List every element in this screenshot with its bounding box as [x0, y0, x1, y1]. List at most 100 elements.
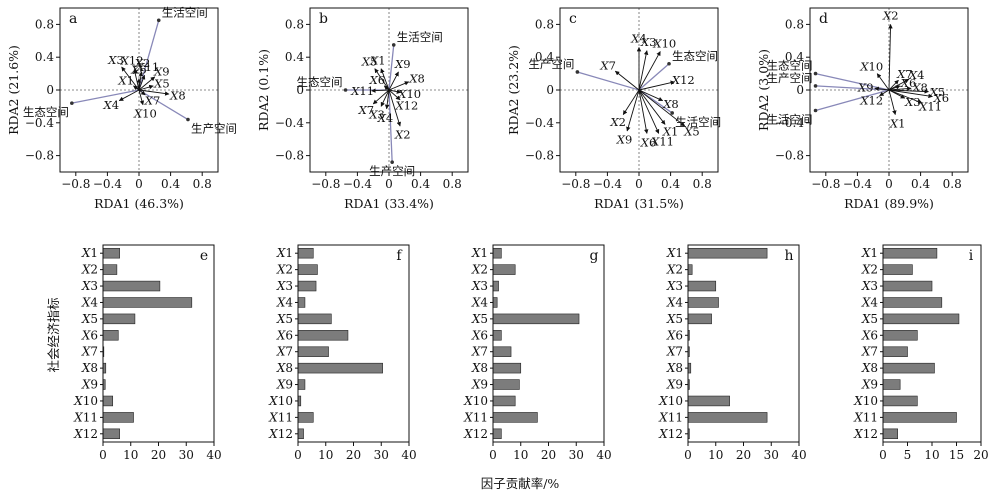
indicator-vector	[132, 69, 140, 91]
category-label: X2	[471, 263, 488, 277]
category-label: X3	[666, 279, 683, 293]
indicator-vector	[888, 89, 897, 116]
bar	[297, 313, 332, 325]
indicator-vector-label: X9	[857, 80, 874, 94]
category-label: X4	[861, 295, 879, 309]
x-tick-label: 0.4	[911, 177, 930, 191]
category-label: X7	[81, 345, 98, 359]
indicator-vector-label: X8	[169, 88, 186, 102]
indicator-vector	[384, 89, 390, 110]
x-tick-label: −0.4	[93, 177, 123, 191]
bar	[687, 247, 768, 259]
space-vector-label: 生活空间	[767, 113, 813, 127]
space-vector-label: 生活空间	[675, 115, 721, 129]
indicator-vector	[138, 89, 170, 96]
category-label: X3	[471, 279, 488, 293]
y-tick-label: −0.4	[775, 116, 805, 130]
category-label: X12	[268, 427, 293, 441]
bar	[882, 379, 901, 390]
x-tick-label: 10	[123, 448, 138, 462]
x-tick-label: 0	[135, 177, 143, 191]
category-label: X4	[471, 295, 489, 309]
bar	[882, 313, 960, 325]
indicator-vector	[638, 89, 686, 127]
x-tick-label: 30	[179, 448, 194, 462]
bar	[102, 330, 119, 341]
indicator-vector	[888, 85, 901, 91]
y-axis-label: RDA2 (0.1%)	[256, 49, 271, 131]
bar	[102, 264, 118, 275]
space-vector-label: 生产空间	[767, 71, 813, 85]
indicator-vector	[888, 23, 893, 91]
indicator-vector-label: X9	[616, 133, 633, 147]
bar	[687, 297, 719, 308]
indicator-vector	[638, 50, 649, 91]
y-tick-label: 0.8	[535, 17, 554, 31]
x-tick-label: 15	[949, 448, 964, 462]
space-vector	[638, 63, 670, 91]
indicator-vector-label: X6	[369, 73, 386, 87]
bar	[297, 247, 314, 259]
x-tick-label: 0.8	[193, 177, 212, 191]
indicator-vector-label: X12	[120, 54, 144, 68]
category-label: X5	[81, 312, 98, 326]
indicator-vector-label: X10	[397, 87, 421, 101]
category-label: X2	[81, 263, 98, 277]
indicator-vector-label: X11	[350, 84, 374, 98]
indicator-vector-label: X1	[662, 125, 679, 139]
bar	[882, 280, 933, 292]
bar	[492, 412, 538, 423]
x-axis-label: RDA1 (33.4%)	[344, 196, 434, 211]
indicator-vector-label: X2	[394, 128, 411, 142]
space-vector-label: 生产空间	[191, 122, 237, 136]
indicator-vector	[874, 86, 890, 92]
indicator-vector-label: X12	[394, 99, 418, 113]
indicator-vector-label: X4	[630, 31, 647, 45]
x-tick-label: 0	[385, 177, 393, 191]
indicator-vector	[133, 85, 140, 91]
category-label: X9	[81, 378, 98, 392]
indicator-vector-label: X5	[361, 54, 378, 68]
x-tick-label: 0.8	[693, 177, 712, 191]
indicator-vector	[388, 81, 410, 91]
space-vector-point	[186, 117, 190, 122]
category-label: X7	[666, 345, 683, 359]
bar	[297, 428, 304, 440]
category-label: X1	[861, 246, 878, 260]
space-vector	[388, 44, 395, 91]
space-vector-label: 生产空间	[528, 57, 574, 71]
x-tick-label: 20	[346, 448, 361, 462]
bar	[297, 346, 329, 357]
category-label: X3	[276, 279, 293, 293]
y-tick-label: 0.8	[35, 17, 54, 31]
bar	[297, 330, 349, 341]
bar	[492, 313, 580, 325]
indicator-vector-label: X10	[133, 106, 157, 120]
bar	[492, 395, 516, 407]
x-tick-label: 0.4	[161, 177, 180, 191]
space-vector-point	[391, 43, 396, 47]
y-axis-label: RDA2 (23.2%)	[506, 45, 521, 135]
indicator-vector	[380, 89, 390, 107]
bar	[882, 395, 918, 407]
space-vector-point	[575, 70, 580, 74]
indicator-vector-label: X6	[640, 135, 657, 149]
x-tick-label: 0	[635, 177, 643, 191]
space-vector-point	[667, 61, 671, 66]
category-label: X10	[853, 394, 878, 408]
y-tick-label: 0	[46, 83, 54, 97]
panel-letter: g	[590, 248, 599, 264]
x-tick-label: 30	[569, 448, 584, 462]
x-tick-label: 20	[736, 448, 751, 462]
indicator-vector-label: X7	[599, 59, 616, 73]
indicator-vector	[118, 89, 140, 102]
category-label: X6	[276, 328, 293, 342]
indicator-vector	[138, 74, 146, 91]
x-tick-label: 0	[879, 448, 887, 462]
indicator-vector	[388, 89, 401, 101]
y-axis-label: RDA2 (3.0%)	[756, 49, 771, 131]
indicator-vector	[138, 76, 156, 91]
